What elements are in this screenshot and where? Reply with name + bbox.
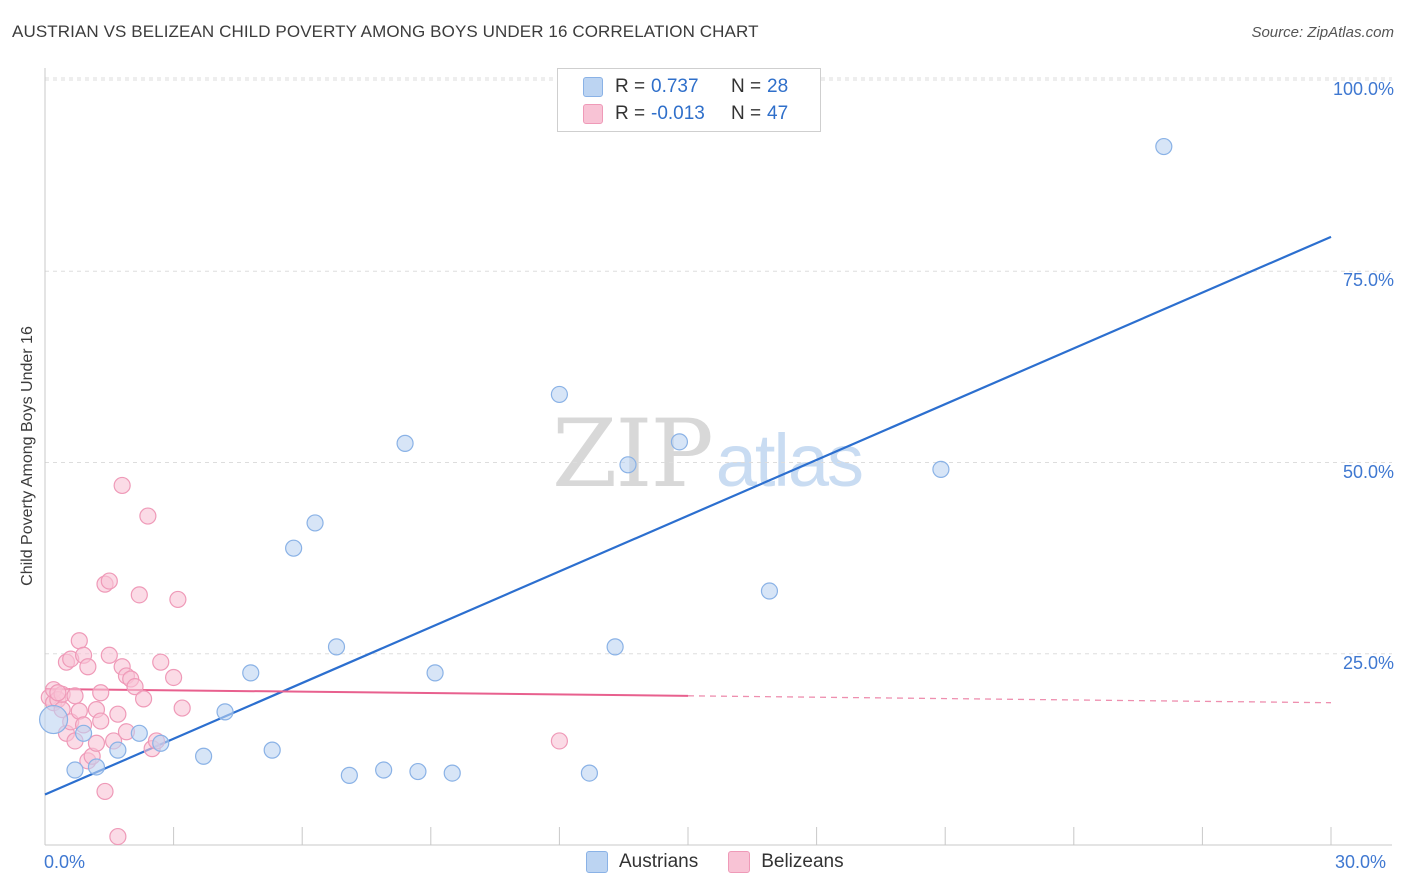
belizeans-point [126,678,144,696]
y-tick-label: 100.0% [1332,79,1394,99]
legend-item-belizeans[interactable]: Belizeans [728,851,844,873]
chart-title: AUSTRIAN VS BELIZEAN CHILD POVERTY AMONG… [12,22,759,41]
belizeans-point [70,632,88,650]
n-value: 47 [767,103,789,124]
belizeans-point [113,476,131,495]
belizeans-point [550,732,569,750]
watermark-zip: ZIP [552,400,714,509]
austrians-legend-swatch [586,851,608,873]
austrians-point [396,434,414,452]
belizeans-point [134,690,153,708]
austrians-point [306,514,324,532]
y-tick-label: 75.0% [1342,270,1394,291]
legend-row-austrians: R = 0.737 N = 28 [583,75,788,99]
austrians-point [195,747,213,765]
belizeans-point [109,705,127,723]
austrians-point [670,433,689,451]
watermark-atlas: atlas [715,419,864,502]
belizeans-point [169,590,187,609]
belizeans-legend-swatch [728,851,751,873]
y-tick-label: 50.0% [1342,461,1394,482]
grid-lines [45,77,1392,655]
legend-item-austrians[interactable]: Austrians [586,851,698,873]
austrians-point [130,724,148,742]
belizeans-point [92,712,110,730]
austrians-legend-label: Austrians [619,851,699,872]
belizeans-point [152,653,170,671]
correlation-legend: R = 0.737 N = 28 R = -0.013 N = 47 [557,68,821,132]
belizeans-point [87,734,106,752]
belizeans-point [96,782,114,801]
austrians-point [550,385,569,404]
austrians-point [285,539,303,557]
austrians-point [619,456,637,474]
belizeans-trend-line [44,687,689,697]
r-value: 0.737 [651,76,699,97]
trend-lines [44,235,1332,796]
belizeans-point [165,668,183,687]
austrians-point [409,762,427,781]
r-value: -0.013 [651,103,705,124]
belizeans-trend-extension [687,695,1332,704]
austrians-point [38,704,69,735]
austrians-point [443,764,461,782]
austrians-point [152,734,170,752]
austrians-swatch [583,77,603,97]
belizeans-point [173,699,191,717]
belizeans-point [100,646,118,664]
y-tick-label: 25.0% [1342,652,1394,673]
belizeans-point [66,687,84,705]
belizeans-point [79,658,97,676]
austrians-point [1155,137,1173,156]
austrians-point [340,766,358,784]
austrians-point [87,758,106,776]
series-legend: Austrians Belizeans [586,851,874,873]
austrians-point [606,638,624,656]
belizeans-swatch [583,104,603,124]
belizeans-point [109,827,127,846]
source-credit: Source: ZipAtlas.com [1251,24,1394,41]
belizeans-point [130,586,148,604]
belizeans-point [100,572,118,590]
austrians-point [242,664,260,682]
austrians-point [932,460,950,478]
n-label: N = [731,76,762,97]
austrians-point [74,724,93,742]
n-value: 28 [767,76,789,97]
austrians-point [426,664,444,682]
belizeans-point [139,507,157,525]
austrians-point [375,761,393,779]
austrians-point [327,638,346,656]
austrians-point [66,761,84,779]
belizeans-legend-label: Belizeans [761,851,844,872]
n-label: N = [731,103,762,124]
austrians-point [580,764,599,782]
legend-row-belizeans: R = -0.013 N = 47 [583,102,788,126]
austrians-point [216,703,234,721]
austrians-point [263,741,281,759]
axes [44,68,1392,846]
x-tick-label-min: 0.0% [44,852,86,872]
x-tick-label-max: 30.0% [1335,852,1387,872]
watermark: ZIPatlas [552,400,864,509]
austrians-points [38,137,1173,784]
r-label: R = [615,76,646,97]
r-label: R = [615,103,646,124]
austrians-point [760,582,779,600]
belizeans-point [92,684,110,702]
austrians-point [109,741,127,759]
austrians-trend-line [44,235,1332,796]
belizeans-point [49,684,67,702]
belizeans-points [40,476,569,846]
